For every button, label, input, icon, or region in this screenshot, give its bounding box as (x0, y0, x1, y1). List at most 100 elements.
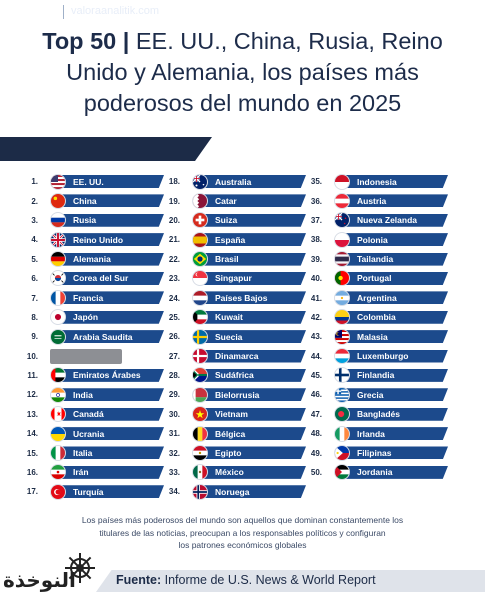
country-bar: Singapur (202, 271, 306, 285)
flag-sg-icon (192, 270, 208, 287)
country-bar: España (202, 233, 306, 247)
flag-id-icon (334, 173, 350, 190)
country-name: Irán (73, 467, 89, 478)
ranking-row: 16. Irán (14, 463, 166, 482)
country-bar: Alemania (60, 252, 164, 266)
source-bar (96, 570, 485, 592)
ranking-column-3: 35. Indonesia 36. Austria 37. Nueva Zelanda 38… (298, 172, 450, 482)
ranking-row: 43. Malasia (298, 327, 450, 346)
ranking-row: 48. Irlanda (298, 424, 450, 443)
rank-number: 45. (310, 371, 322, 381)
country-bar: Vietnam (202, 407, 306, 421)
country-name: Filipinas (357, 447, 392, 458)
country-name: Alemania (73, 254, 111, 265)
rank-number: 19. (168, 196, 180, 206)
country-name: Colombia (357, 312, 396, 323)
ship-wheel-icon (65, 553, 95, 583)
country-bar: China (60, 194, 164, 208)
ranking-row: 2. China (14, 191, 166, 210)
country-name: Japón (73, 312, 99, 323)
ranking-row: 35. Indonesia (298, 172, 450, 191)
source-text: Fuente: Informe de U.S. News & World Rep… (116, 573, 376, 587)
country-name: Catar (215, 195, 237, 206)
flag-co-icon (334, 309, 350, 326)
country-bar: Francia (60, 291, 164, 305)
country-bar: Noruega (202, 485, 306, 499)
country-bar: India (60, 388, 164, 402)
ranking-row: 44. Luxemburgo (298, 347, 450, 366)
ranking-row: 1. EE. UU. (14, 172, 166, 191)
country-bar: Filipinas (344, 446, 448, 460)
country-name: Bielorrusia (215, 389, 260, 400)
rank-number: 37. (310, 215, 322, 225)
country-name: EE. UU. (73, 176, 104, 187)
ranking-row: 15. Italia (14, 443, 166, 462)
ranking-row: 19. Catar (156, 191, 308, 210)
rank-number: 17. (26, 487, 38, 497)
ranking-row: 22. Brasil (156, 250, 308, 269)
country-bar: Colombia (344, 310, 448, 324)
ranking-row: 8. Japón (14, 308, 166, 327)
ranking-column-2: 18. Australia 19. Catar 20. Suiza 21. España 22.… (156, 172, 308, 502)
paper-plane-icon (38, 3, 58, 21)
ranking-row: 12. India (14, 385, 166, 404)
flag-in-icon (50, 386, 66, 403)
ranking-row: 6. Corea del Sur (14, 269, 166, 288)
rank-number: 3. (31, 215, 38, 225)
rank-number: 4. (31, 235, 38, 245)
ranking-row: 13. Canadá (14, 405, 166, 424)
ranking-row: 46. Grecia (298, 385, 450, 404)
flag-jp-icon (50, 309, 66, 326)
country-name: Malasia (357, 331, 388, 342)
flag-kw-icon (192, 309, 208, 326)
rank-number: 16. (26, 468, 38, 478)
flag-pt-icon (334, 270, 350, 287)
ranking-row: 41. Argentina (298, 288, 450, 307)
flag-ph-icon (334, 444, 350, 461)
title-bold: Top 50 | (42, 28, 130, 54)
ranking-row: 30. Vietnam (156, 405, 308, 424)
ranking-row: 9. Arabia Saudita (14, 327, 166, 346)
flag-tr-icon (50, 483, 66, 500)
brand-url[interactable]: valoraanalitik.com (71, 5, 160, 17)
rank-number: 46. (310, 390, 322, 400)
country-name: Vietnam (215, 409, 248, 420)
country-bar: Brasil (202, 252, 306, 266)
rank-number: 39. (310, 254, 322, 264)
country-name: Ucrania (73, 428, 105, 439)
ranking-row: 21. España (156, 230, 308, 249)
flag-ir-icon (50, 464, 66, 481)
rank-number: 25. (168, 312, 180, 322)
flag-eg-icon (192, 444, 208, 461)
country-name: Bangladés (357, 409, 400, 420)
flag-vn-icon (192, 406, 208, 423)
country-name: Países Bajos (215, 292, 268, 303)
title-line1: EE. UU., China, Rusia, Reino (129, 28, 443, 54)
country-bar: Canadá (60, 407, 164, 421)
ranking-row: 17. Turquía (14, 482, 166, 501)
rank-number: 24. (168, 293, 180, 303)
country-bar: Reino Unido (60, 233, 164, 247)
rank-number: 30. (168, 409, 180, 419)
rank-number: 36. (310, 196, 322, 206)
country-name: Francia (73, 292, 104, 303)
ranking-row: 4. Reino Unido (14, 230, 166, 249)
rank-number: 49. (310, 448, 322, 458)
flag-th-icon (334, 251, 350, 268)
ranking-row: 33. México (156, 463, 308, 482)
country-bar: México (202, 465, 306, 479)
source-label: Fuente: (116, 573, 162, 587)
flag-jo-icon (334, 464, 350, 481)
country-name: Argentina (357, 292, 397, 303)
country-name: Tailandia (357, 254, 394, 265)
ranking-row: 50. Jordania (298, 463, 450, 482)
flag-fr-icon (50, 289, 66, 306)
country-name: China (73, 195, 97, 206)
flag-by-icon (192, 386, 208, 403)
country-bar: Turquía (60, 485, 164, 499)
country-name: Suecia (215, 331, 243, 342)
ranking-row: 18. Australia (156, 172, 308, 191)
country-name: Egipto (215, 447, 242, 458)
country-bar: Portugal (344, 271, 448, 285)
country-name: Corea del Sur (73, 273, 129, 284)
